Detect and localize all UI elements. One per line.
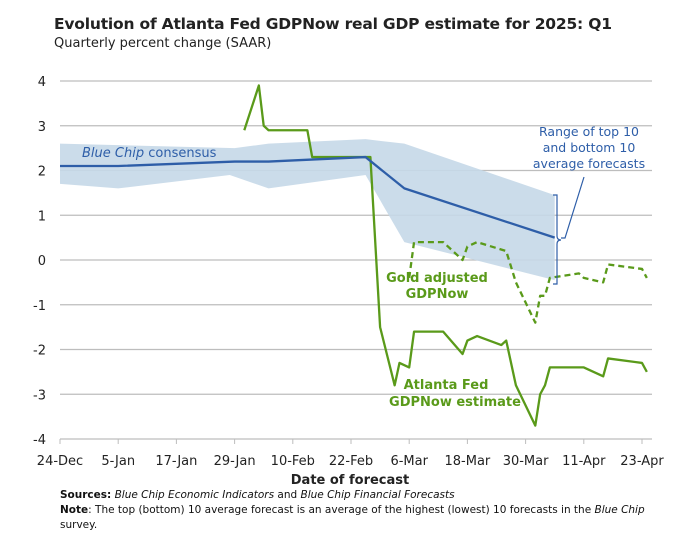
y-tick-label: 0 [38,254,46,269]
forecast-range-band [60,139,555,281]
gold-label-line1: Gold adjusted [386,271,488,286]
gold-label-line2: GDPNow [406,287,469,302]
x-tick-label: 22-Feb [329,454,373,469]
x-tick-label: 17-Jan [155,454,197,469]
footnote: Note: The top (bottom) 10 average foreca… [60,503,650,533]
sources-2: Blue Chip Financial Forecasts [300,489,455,501]
sources-1: Blue Chip Economic Indicators [114,489,275,501]
y-tick-label: -4 [33,433,46,448]
x-tick-label: 30-Mar [503,454,549,469]
x-tick-label: 23-Apr [620,454,664,469]
x-tick-label: 5-Jan [101,454,135,469]
sources-note: Sources: Blue Chip Economic Indicators a… [60,488,455,503]
x-tick-label: 11-Apr [562,454,606,469]
y-tick-label: 3 [38,120,46,135]
gdpnow-label-line2: GDPNow estimate [389,395,521,410]
note-end: survey. [60,519,98,531]
range-label-line2: and bottom 10 [543,140,636,155]
x-tick-label: 18-Mar [445,454,491,469]
y-tick-label: -3 [33,388,46,403]
range-label-line3: average forecasts [533,156,645,171]
note-text: : The top (bottom) 10 average forecast i… [88,504,595,516]
consensus-line [60,155,556,239]
gdpnow-line [243,84,648,427]
x-tick-label: 6-Mar [390,454,428,469]
y-tick-label: 2 [38,165,46,180]
sources-and: and [274,489,301,501]
chart-subtitle: Quarterly percent change (SAAR) [54,36,272,51]
gdpnow-label-line1: Atlanta Fed [404,378,489,393]
range-bracket [553,176,585,285]
y-tick-label: 4 [38,75,46,90]
y-tick-label: -1 [33,299,46,314]
sources-label: Sources: [60,489,112,501]
x-tick-label: 29-Jan [214,454,256,469]
note-label: Note [60,504,89,516]
range-label-line1: Range of top 10 [539,124,639,139]
note-italic: Blue Chip [594,504,645,516]
chart-title: Evolution of Atlanta Fed GDPNow real GDP… [54,15,612,33]
x-tick-label: 24-Dec [37,454,83,469]
consensus-label: Blue Chip consensus [82,146,217,161]
y-tick-label: -2 [33,344,46,359]
gold_adjusted-line [408,240,648,324]
y-tick-label: 1 [38,209,46,224]
x-tick-label: 10-Feb [271,454,315,469]
x-axis-label: Date of forecast [291,473,409,488]
